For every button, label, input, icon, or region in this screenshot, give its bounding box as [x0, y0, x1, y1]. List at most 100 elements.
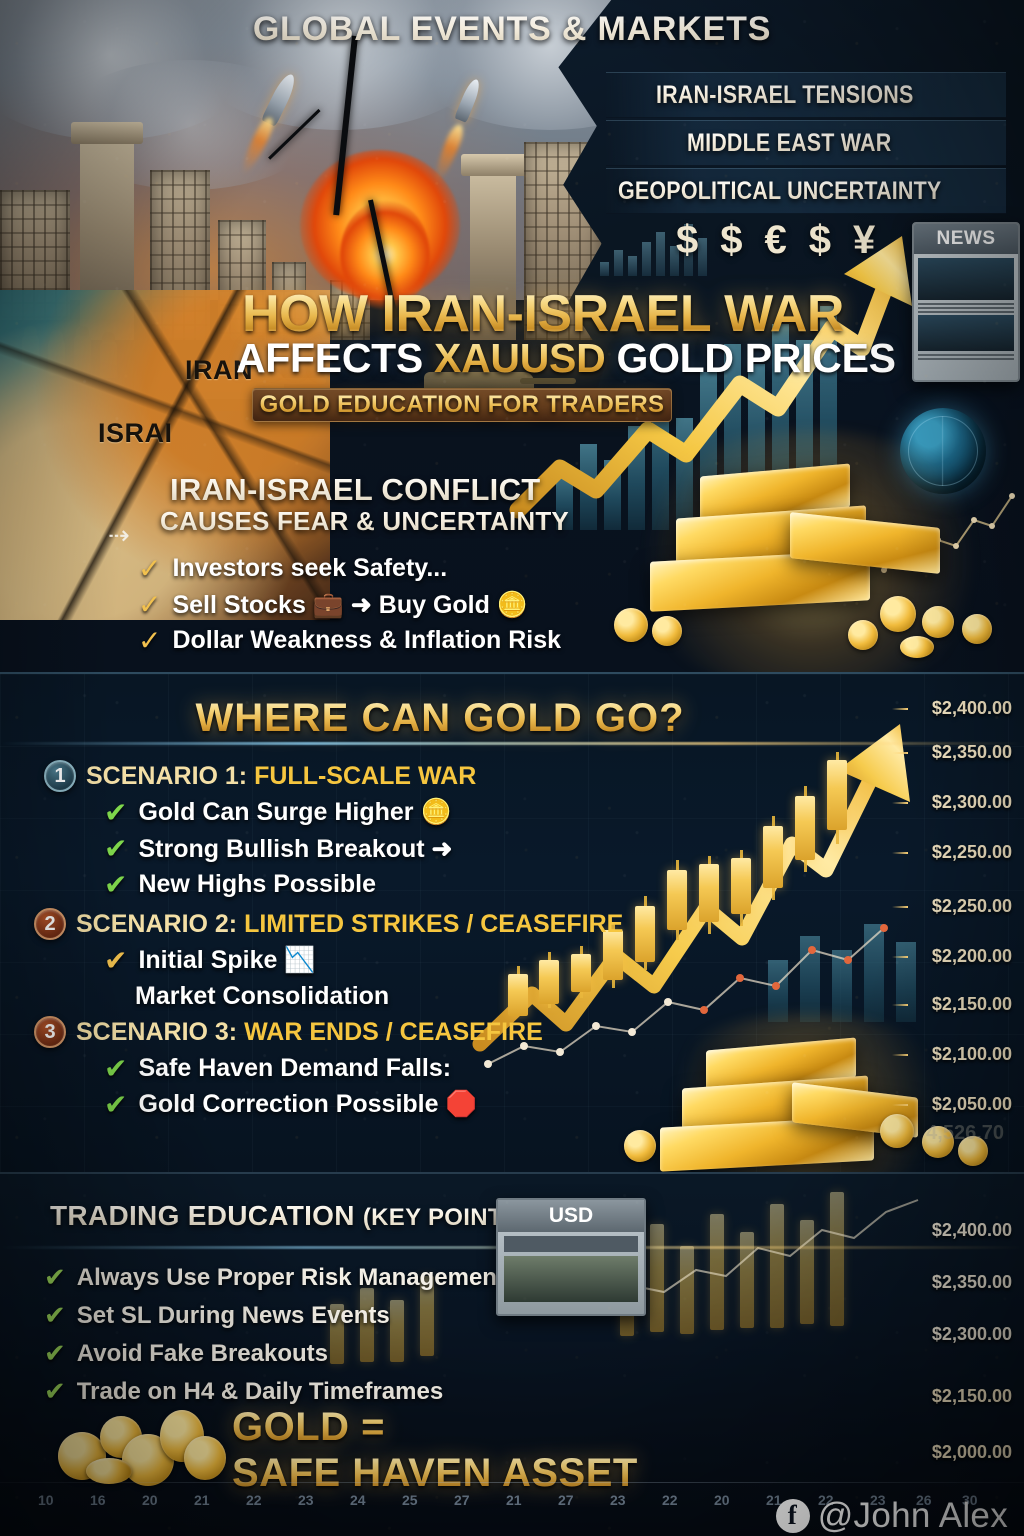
scenario-2-label: SCENARIO 2: LIMITED STRIKES / CEASEFIRE — [76, 910, 623, 939]
price-label: $2,400.00 — [931, 698, 1012, 718]
tag-middle-east-war: MIDDLE EAST WAR — [606, 120, 1006, 166]
news-panel-body — [914, 254, 1018, 366]
x-tick: 27 — [558, 1492, 574, 1508]
section-global-events: $ $ € $ ¥ GLOBAL EVENTS & MARKETS IRAN-I… — [0, 0, 1024, 672]
tag-geopolitical-uncertainty: GEOPOLITICAL UNCERTAINTY — [606, 168, 1006, 214]
price-label: $2,300.00 — [931, 1324, 1012, 1344]
conflict-bullet-text: Sell Stocks 💼 ➜ Buy Gold 🪙 — [172, 591, 528, 619]
x-tick: 10 — [38, 1492, 54, 1508]
scenario-2-item-2: Market Consolidation — [135, 982, 389, 1011]
check-icon: ✔ — [104, 833, 128, 864]
headline-affects: AFFECTS — [236, 335, 435, 381]
headline-gold-prices: GOLD PRICES — [605, 335, 896, 381]
usd-label: USD — [548, 1204, 594, 1227]
gold-coin — [962, 614, 992, 644]
price-label: $2,350.00 — [931, 742, 1012, 762]
scenario-value: WAR ENDS / CEASEFIRE — [244, 1018, 543, 1046]
scenario-3-item-1: ✔ Safe Haven Demand Falls: — [104, 1054, 451, 1083]
scenario-item-text: Initial Spike 📉 — [138, 946, 316, 974]
usd-news-subhead — [504, 1236, 638, 1252]
news-panel[interactable]: NEWS — [912, 222, 1020, 382]
x-tick: 23 — [298, 1492, 314, 1508]
tagline-line-1: GOLD = — [232, 1405, 386, 1449]
scenario-number-2: 2 — [34, 908, 66, 940]
education-heading-main: TRADING EDUCATION — [50, 1200, 363, 1231]
check-icon: ✓ — [138, 624, 162, 656]
gold-coin-stack — [86, 1458, 132, 1484]
section-where-can-gold-go: WHERE CAN GOLD GO? 1 SCENARIO 1: FULL-SC… — [0, 672, 1024, 1172]
headline-xauusd: XAUUSD — [434, 335, 606, 381]
badge-label: GOLD EDUCATION FOR TRADERS — [259, 391, 665, 418]
candlestick — [827, 760, 847, 830]
news-thumbnail — [918, 315, 1014, 351]
conflict-bullet-1: ✓ Investors seek Safety... — [138, 554, 447, 583]
price-label: $2,100.00 — [931, 1044, 1012, 1064]
education-point-2: ✔ Set SL During News Events — [44, 1300, 390, 1331]
page-title: GLOBAL EVENTS & MARKETS — [0, 10, 1024, 49]
price-label: $2,250.00 — [931, 842, 1012, 862]
check-icon: ✔ — [44, 1300, 66, 1330]
social-handle[interactable]: @John Alex — [775, 1496, 1008, 1536]
x-tick: 22 — [246, 1492, 262, 1508]
scenario-prefix: SCENARIO 2: — [76, 910, 238, 938]
usd-news-panel[interactable]: USD — [496, 1198, 646, 1316]
gold-coin — [652, 616, 682, 646]
section-title: WHERE CAN GOLD GO? — [0, 696, 880, 741]
gold-coin — [624, 1130, 656, 1162]
x-tick: 21 — [506, 1492, 522, 1508]
check-icon: ✔ — [44, 1338, 66, 1368]
x-tick: 27 — [454, 1492, 470, 1508]
gold-coin — [184, 1436, 226, 1480]
headline-line-1: HOW IRAN-ISRAEL WAR — [242, 285, 844, 343]
check-icon: ✔ — [104, 1052, 128, 1084]
scenario-1-label: SCENARIO 1: FULL-SCALE WAR — [86, 762, 476, 791]
news-label: NEWS — [936, 228, 996, 249]
conflict-bullet-2: ✓ Sell Stocks 💼 ➜ Buy Gold 🪙 — [138, 590, 528, 620]
scenario-item-text: Market Consolidation — [135, 982, 390, 1010]
scenario-prefix: SCENARIO 1: — [86, 762, 248, 790]
x-tick: 20 — [714, 1492, 730, 1508]
scenario-item-text: Gold Correction Possible 🛑 — [138, 1090, 477, 1118]
check-icon: ✔ — [104, 868, 128, 900]
gold-coin — [922, 606, 954, 638]
tag-label: GEOPOLITICAL UNCERTAINTY — [617, 176, 942, 205]
price-label: $2,000.00 — [931, 1442, 1012, 1462]
check-icon: ✓ — [138, 552, 162, 584]
education-point-text: Set SL During News Events — [76, 1301, 390, 1329]
headline-line-2: AFFECTS XAUUSD GOLD PRICES — [236, 338, 896, 379]
scenario-1-item-1: ✔ Gold Can Surge Higher 🪙 — [104, 798, 452, 827]
x-tick: 20 — [142, 1492, 158, 1508]
handle-text: @John Alex — [817, 1496, 1008, 1535]
education-point-text: Trade on H4 & Daily Timeframes — [76, 1377, 444, 1405]
usd-news-thumbnail — [504, 1256, 638, 1302]
scenario-number-1: 1 — [44, 760, 76, 792]
scenario-item-text: Strong Bullish Breakout ➜ — [138, 835, 453, 863]
check-icon: ✓ — [138, 589, 162, 620]
gold-coin — [614, 608, 648, 642]
news-panel-header: NEWS — [914, 224, 1018, 254]
map-arrow-icon: ⇢ — [108, 520, 130, 550]
scenario-prefix: SCENARIO 3: — [76, 1018, 238, 1046]
price-label: $2,050.00 — [931, 1094, 1012, 1114]
x-tick: 23 — [610, 1492, 626, 1508]
gold-coin — [880, 1114, 914, 1148]
x-tick: 24 — [350, 1492, 366, 1508]
x-tick: 21 — [194, 1492, 210, 1508]
tag-iran-israel-tensions: IRAN-ISRAEL TENSIONS — [606, 72, 1006, 118]
education-point-4: ✔ Trade on H4 & Daily Timeframes — [44, 1376, 443, 1407]
map-label-israel: ISRAI — [98, 418, 173, 448]
gold-education-badge: GOLD EDUCATION FOR TRADERS — [252, 388, 672, 422]
education-point-3: ✔ Avoid Fake Breakouts — [44, 1338, 328, 1369]
scenario-item-text: Safe Haven Demand Falls: — [138, 1054, 452, 1082]
conflict-bullet-text: Investors seek Safety... — [172, 554, 448, 582]
price-label: $2,400.00 — [931, 1220, 1012, 1240]
price-label: $2,200.00 — [931, 946, 1012, 966]
check-icon: ✔ — [44, 1376, 66, 1406]
chart-annotation-value: 4,526.70 — [926, 1122, 1004, 1144]
scenario-number-3: 3 — [34, 1016, 66, 1048]
conflict-subheading: CAUSES FEAR & UNCERTAINTY — [160, 506, 569, 536]
price-label: $2,300.00 — [931, 792, 1012, 812]
conflict-bullet-3: ✓ Dollar Weakness & Inflation Risk — [138, 626, 561, 655]
check-icon: ✔ — [104, 944, 128, 976]
